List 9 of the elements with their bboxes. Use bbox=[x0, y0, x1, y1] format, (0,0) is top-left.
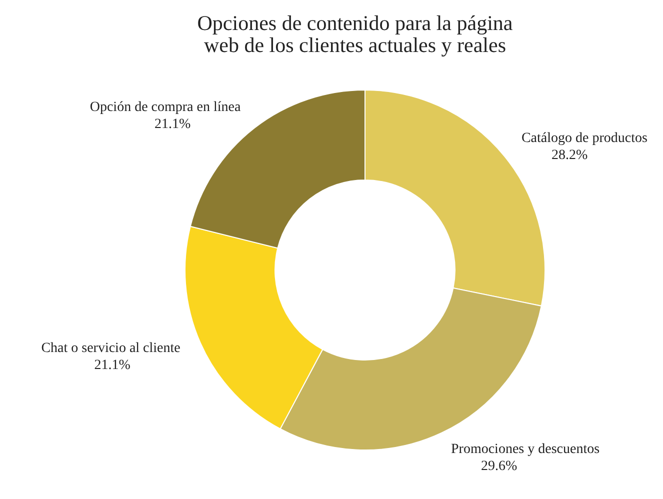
data-label: 28.2% bbox=[551, 148, 588, 164]
slice-label: Promociones y descuentos bbox=[451, 442, 600, 457]
slice-label: Catálogo de productos bbox=[521, 131, 648, 146]
slice-label: Opción de compra en línea bbox=[90, 100, 242, 115]
slice-label: Chat o servicio al cliente bbox=[41, 340, 180, 356]
data-label: 21.1% bbox=[94, 358, 131, 373]
chart-title: Opciones de contenido para la página web de los clientes actuales y reales bbox=[197, 11, 514, 57]
data-label: 21.1% bbox=[154, 116, 192, 132]
data-label: 29.6% bbox=[481, 458, 518, 474]
